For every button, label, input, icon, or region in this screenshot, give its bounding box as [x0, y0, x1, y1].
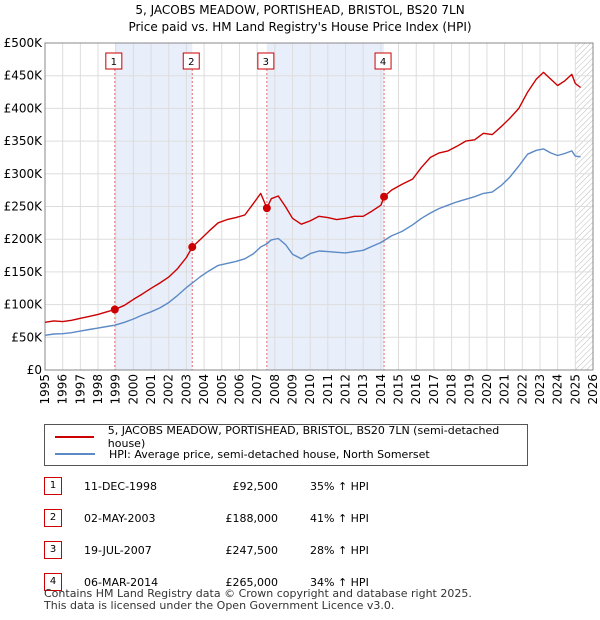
x-tick-label: 2004 — [197, 374, 211, 405]
sales-table: 1 11-DEC-1998 £92,500 35% ↑ HPI 2 02-MAY… — [44, 470, 369, 598]
x-tick-label: 1997 — [73, 374, 87, 405]
sale-marker-label: 4 — [44, 573, 62, 591]
y-tick-label: £150K — [4, 265, 44, 279]
sales-row: 2 02-MAY-2003 £188,000 41% ↑ HPI — [44, 502, 369, 534]
sales-row: 3 19-JUL-2007 £247,500 28% ↑ HPI — [44, 534, 369, 566]
x-tick-label: 1995 — [38, 374, 52, 405]
x-tick-label: 2003 — [179, 374, 193, 405]
sales-row: 1 11-DEC-1998 £92,500 35% ↑ HPI — [44, 470, 369, 502]
chart-title-line1: 5, JACOBS MEADOW, PORTISHEAD, BRISTOL, B… — [135, 3, 465, 17]
sale-date: 02-MAY-2003 — [84, 511, 156, 525]
x-tick-label: 2001 — [144, 374, 158, 405]
sale-hpi-diff: 35% ↑ HPI — [310, 479, 369, 493]
x-tick-label: 2020 — [480, 374, 494, 405]
sale-price: £188,000 — [225, 511, 279, 525]
legend-label-property: 5, JACOBS MEADOW, PORTISHEAD, BRISTOL, B… — [107, 424, 500, 450]
x-tick-label: 2008 — [268, 374, 282, 405]
sale-price: £92,500 — [232, 479, 279, 493]
sale-number-box — [257, 52, 275, 70]
x-tick-label: 1996 — [56, 374, 70, 405]
footer: Contains HM Land Registry data © Crown c… — [44, 588, 472, 612]
sale-date: 19-JUL-2007 — [84, 543, 152, 557]
sale-hpi-diff: 34% ↑ HPI — [310, 575, 369, 589]
sale-number-label: 1 — [111, 57, 117, 68]
legend-label-hpi: HPI: Average price, semi-detached house,… — [109, 447, 430, 461]
y-tick-label: £250K — [4, 200, 44, 214]
sale-price: £265,000 — [225, 575, 279, 589]
y-tick-label: £300K — [4, 167, 44, 181]
x-tick-label: 2026 — [586, 374, 600, 405]
x-tick-label: 2021 — [498, 374, 512, 405]
x-tick-label: 2016 — [409, 374, 423, 405]
sale-hpi-diff: 41% ↑ HPI — [310, 511, 369, 525]
footer-licence: This data is licensed under the Open Gov… — [44, 599, 395, 612]
legend-swatch-hpi — [55, 453, 95, 455]
x-tick-label: 2005 — [215, 374, 229, 405]
x-tick-label: 2000 — [126, 374, 140, 405]
x-tick-label: 2012 — [339, 374, 353, 405]
x-tick-label: 2023 — [533, 374, 547, 405]
x-tick-label: 2010 — [303, 374, 317, 405]
sale-number-label: 2 — [188, 57, 194, 68]
y-tick-label: £400K — [4, 101, 44, 115]
y-tick-label: £50K — [11, 330, 43, 344]
x-tick-label: 2017 — [427, 374, 441, 405]
sale-point — [380, 192, 389, 201]
price-chart: £0 £50K £100K £150K £200K £250K £300K £350K £400… — [4, 36, 600, 405]
y-tick-label: £450K — [4, 69, 44, 83]
legend-item-hpi: HPI: Average price, semi-detached house,… — [55, 446, 430, 462]
legend-swatch-property — [55, 436, 94, 438]
x-tick-label: 2024 — [551, 374, 565, 405]
sale-number-box — [374, 52, 392, 70]
sale-date: 06-MAR-2014 — [84, 575, 159, 589]
x-tick-label: 2025 — [568, 374, 582, 405]
x-tick-label: 2014 — [374, 374, 388, 405]
x-tick-label: 1999 — [109, 374, 123, 405]
series-line-property — [44, 71, 582, 323]
footer-copyright: Contains HM Land Registry data © Crown c… — [44, 587, 472, 600]
sale-hpi-diff: 28% ↑ HPI — [310, 543, 369, 557]
chart-title-line2: Price paid vs. HM Land Registry's House … — [128, 20, 472, 34]
x-tick-label: 2006 — [232, 374, 246, 405]
y-tick-label: £100K — [4, 298, 44, 312]
sale-date: 11-DEC-1998 — [84, 479, 158, 493]
plot-frame — [44, 42, 594, 371]
sale-number-label: 4 — [380, 57, 386, 68]
x-tick-label: 2018 — [445, 374, 459, 405]
y-tick-label: £0 — [27, 363, 42, 377]
sale-number-box — [105, 52, 123, 70]
sale-marker-label: 2 — [44, 509, 62, 527]
sale-point — [262, 204, 271, 213]
x-tick-label: 2011 — [321, 374, 335, 405]
sale-point — [188, 243, 197, 252]
sale-number-label: 3 — [263, 57, 269, 68]
y-tick-label: £350K — [4, 134, 44, 148]
x-tick-label: 2002 — [162, 374, 176, 405]
x-tick-label: 2013 — [356, 374, 370, 405]
y-tick-label: £200K — [4, 232, 44, 246]
legend: 5, JACOBS MEADOW, PORTISHEAD, BRISTOL, B… — [44, 424, 528, 466]
sales-row: 4 06-MAR-2014 £265,000 34% ↑ HPI — [44, 566, 369, 598]
sale-number-box — [182, 52, 200, 70]
x-tick-label: 2007 — [250, 374, 264, 405]
sale-point — [110, 305, 119, 314]
y-tick-label: £500K — [4, 36, 44, 50]
x-tick-label: 2015 — [392, 374, 406, 405]
x-tick-label: 2009 — [285, 374, 299, 405]
sale-price: £247,500 — [225, 543, 279, 557]
x-tick-label: 2022 — [515, 374, 529, 405]
x-tick-label: 1998 — [91, 374, 105, 405]
sale-marker-label: 3 — [44, 541, 62, 559]
x-tick-label: 2019 — [462, 374, 476, 405]
sale-marker-label: 1 — [44, 477, 62, 495]
series-line-hpi — [44, 148, 581, 336]
legend-item-property: 5, JACOBS MEADOW, PORTISHEAD, BRISTOL, B… — [55, 424, 527, 450]
